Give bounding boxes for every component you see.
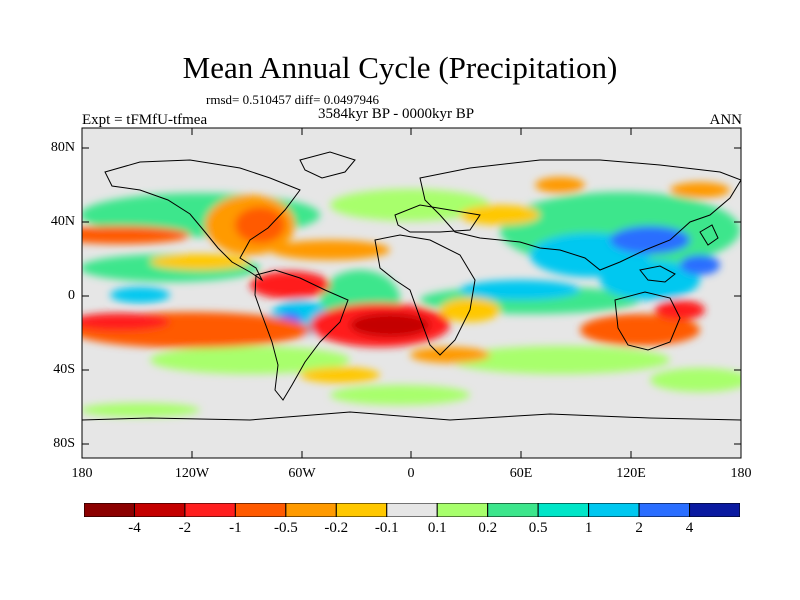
colorbar-swatch xyxy=(436,503,489,517)
colorbar-swatch xyxy=(84,503,135,517)
colorbar-swatch xyxy=(133,503,186,517)
lat-label-80n: 80N xyxy=(50,140,75,155)
season-label: ANN xyxy=(709,112,743,128)
colorbar-label: -4 xyxy=(128,520,141,536)
colorbar-swatch xyxy=(386,503,438,517)
lat-label-40n: 40N xyxy=(50,214,75,229)
lat-label-0: 0 xyxy=(68,288,75,303)
colorbar-label: -2 xyxy=(178,520,192,536)
coastlines xyxy=(82,151,741,421)
lat-label-80s: 80S xyxy=(53,436,75,451)
stats-line: rmsd= 0.510457 diff= 0.0497946 xyxy=(206,92,379,107)
colorbar-label: 2 xyxy=(635,520,643,536)
colorbar xyxy=(84,503,740,517)
period-label: 3584kyr BP - 0000kyr BP xyxy=(318,106,475,122)
colorbar-label: -1 xyxy=(229,520,242,536)
colorbar-swatch xyxy=(537,503,590,517)
lon-label-180e: 180 xyxy=(730,466,752,481)
colorbar-label: -0.1 xyxy=(374,520,399,536)
colorbar-swatch xyxy=(588,503,640,517)
anomaly-field xyxy=(82,177,741,417)
lon-label-60w: 60W xyxy=(288,466,316,481)
colorbar-swatch xyxy=(234,503,287,517)
colorbar-swatch xyxy=(689,503,740,517)
colorbar-swatch xyxy=(335,503,388,517)
lat-label-40s: 40S xyxy=(53,362,75,377)
axis-ticks xyxy=(81,128,742,458)
colorbar-label: -0.5 xyxy=(273,520,298,536)
colorbar-label: 0.1 xyxy=(427,520,447,536)
lon-label-0: 0 xyxy=(407,466,415,481)
colorbar-swatch xyxy=(487,503,539,517)
colorbar-swatch xyxy=(638,503,691,517)
experiment-label: Expt = tFMfU-tfmea xyxy=(82,112,208,128)
lon-label-60e: 60E xyxy=(509,466,533,481)
colorbar-label: -0.2 xyxy=(324,520,349,536)
colorbar-label: 4 xyxy=(685,520,694,536)
lon-label-120w: 120W xyxy=(174,466,210,481)
lon-label-180w: 180 xyxy=(71,466,93,481)
colorbar-label: 0.2 xyxy=(478,520,498,536)
chart-title: Mean Annual Cycle (Precipitation) xyxy=(182,50,618,85)
colorbar-label: 0.5 xyxy=(528,520,548,536)
colorbar-swatch xyxy=(184,503,236,517)
colorbar-swatch xyxy=(285,503,337,517)
colorbar-label: 1 xyxy=(584,520,593,536)
lon-label-120e: 120E xyxy=(616,466,646,481)
